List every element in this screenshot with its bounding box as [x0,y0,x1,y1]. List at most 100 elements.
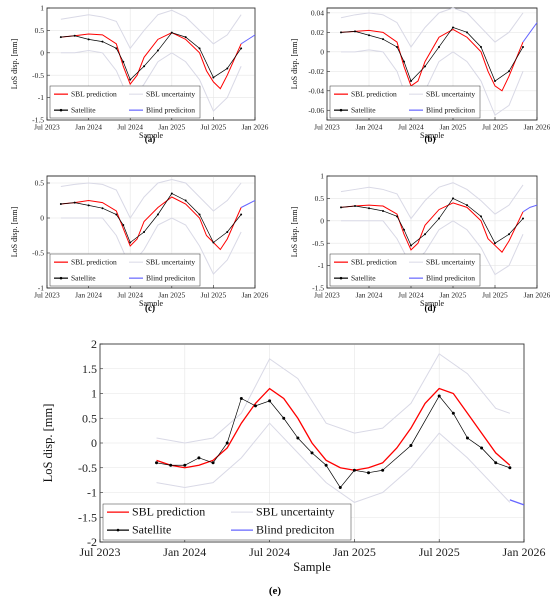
satellite-point [282,416,286,420]
y-tick-label: 0.02 [311,28,324,37]
satellite-point [324,463,328,467]
sbl-prediction-line [60,196,242,251]
y-tick-label: 0.04 [311,8,324,17]
y-tick-label: -1.5 [312,284,324,293]
satellite-point [480,215,482,218]
x-tick-label: Jul 2024 [117,291,143,300]
satellite-point [253,404,257,408]
y-tick-label: -1 [38,93,44,102]
legend-box [49,253,201,287]
satellite-point [480,446,484,450]
blind-prediction-line [522,22,538,43]
x-tick-label: Jul 2025 [419,545,460,559]
legend-label: SBL uncertainty [426,257,475,266]
uncertainty-upper-line [340,182,524,220]
satellite-point [451,411,455,415]
satellite-point [466,31,468,34]
y-tick-label: -0.5 [78,461,97,475]
y-axis-label: LoS disp. [mm] [10,206,19,257]
y-tick-label: 0 [40,214,44,223]
y-axis-label: LoS disp. [mm] [290,206,299,257]
satellite-point [184,36,187,39]
x-tick-label: Jul 2025 [482,123,508,132]
y-tick-label: -1 [318,261,324,270]
panel-label: (e) [269,585,282,597]
legend-marker [339,276,343,280]
y-tick-label: 0 [320,216,324,225]
x-tick-label: Jul 2024 [117,123,143,132]
y-tick-label: 1 [40,4,44,13]
y-tick-label: -0.5 [32,71,44,80]
uncertainty-upper-line [60,9,242,50]
plot-frame [99,343,525,543]
blind-prediction-line [509,499,525,506]
y-tick-label: -0.02 [308,67,324,76]
satellite-line [156,395,510,489]
satellite-point [59,203,62,205]
panel-label: (b) [425,134,436,144]
satellite-point [367,471,371,475]
panel-label: (a) [145,134,156,144]
y-tick-label: -0.5 [312,239,324,248]
legend-label: SBL prediction [351,257,397,266]
satellite-point [403,60,405,63]
legend-marker [59,108,63,112]
satellite-point [170,192,173,195]
satellite-point [169,463,173,467]
y-tick-label: -0.5 [32,249,44,258]
x-tick-label: Jan 2025 [158,123,185,132]
x-tick-label: Jul 2024 [249,545,290,559]
legend-marker [339,108,343,112]
y-tick-label: -0.04 [308,86,324,95]
legend-label: SBL uncertainty [146,89,195,98]
satellite-point [409,443,413,447]
plot-frame [46,175,256,289]
y-axis-label: LoS disp. [mm] [290,38,299,89]
x-tick-label: Jan 2026 [524,291,550,300]
satellite-point [129,78,132,81]
satellite-point [211,461,215,465]
legend-marker [59,276,63,280]
x-tick-label: Jan 2024 [356,291,383,300]
satellite-point [494,242,496,245]
legend: SBL prediction SBL uncertainty Satellite Bl… [49,85,201,119]
y-tick-label: 0.5 [35,179,45,188]
panel-label: (d) [425,303,436,313]
legend-label: Blind prediciton [426,273,475,282]
y-tick-label: -1 [87,486,97,500]
satellite-point [73,34,76,37]
satellite-point [410,244,412,247]
sbl-prediction-line [60,32,242,90]
x-tick-label: Jul 2024 [398,291,424,300]
x-tick-label: Jan 2024 [75,123,102,132]
y-tick-label: 0.5 [82,411,97,425]
satellite-point [184,199,187,202]
legend-label: Blind prediciton [146,273,195,282]
satellite-point [352,468,356,472]
chart-panel-3: -1 -0.5 0 0.5 Jul 2023 Jan 2024 Jul 2024 Jan 20… [10,175,269,313]
y-tick-label: 1 [91,387,97,401]
satellite-point [226,67,229,70]
satellite-point [465,436,469,440]
satellite-point [183,463,187,467]
satellite-point [170,31,173,34]
satellite-point [156,49,159,52]
satellite-point [87,204,90,207]
legend-label: Blind prediciton [256,523,334,537]
x-tick-label: Jul 2023 [34,291,60,300]
satellite-point [452,197,454,200]
satellite-point [129,241,132,244]
x-axis-label: Sample [139,131,163,140]
x-tick-label: Jul 2025 [482,291,508,300]
satellite-point [122,224,125,226]
satellite-point [438,217,440,220]
satellite-point [368,207,370,210]
x-tick-label: Jan 2024 [75,291,102,300]
y-tick-label: 0.5 [315,194,325,203]
satellite-point [522,217,524,220]
chart-panel-5: -2 -1.5 -1 -0.5 0 0.5 1 1.5 2 Jul 2023 Jan 2024 Jul… [41,337,546,597]
y-tick-label: -1.5 [78,510,97,524]
satellite-point [87,38,90,41]
legend-label: SBL uncertainty [146,257,195,266]
y-tick-label: 0 [320,47,324,56]
